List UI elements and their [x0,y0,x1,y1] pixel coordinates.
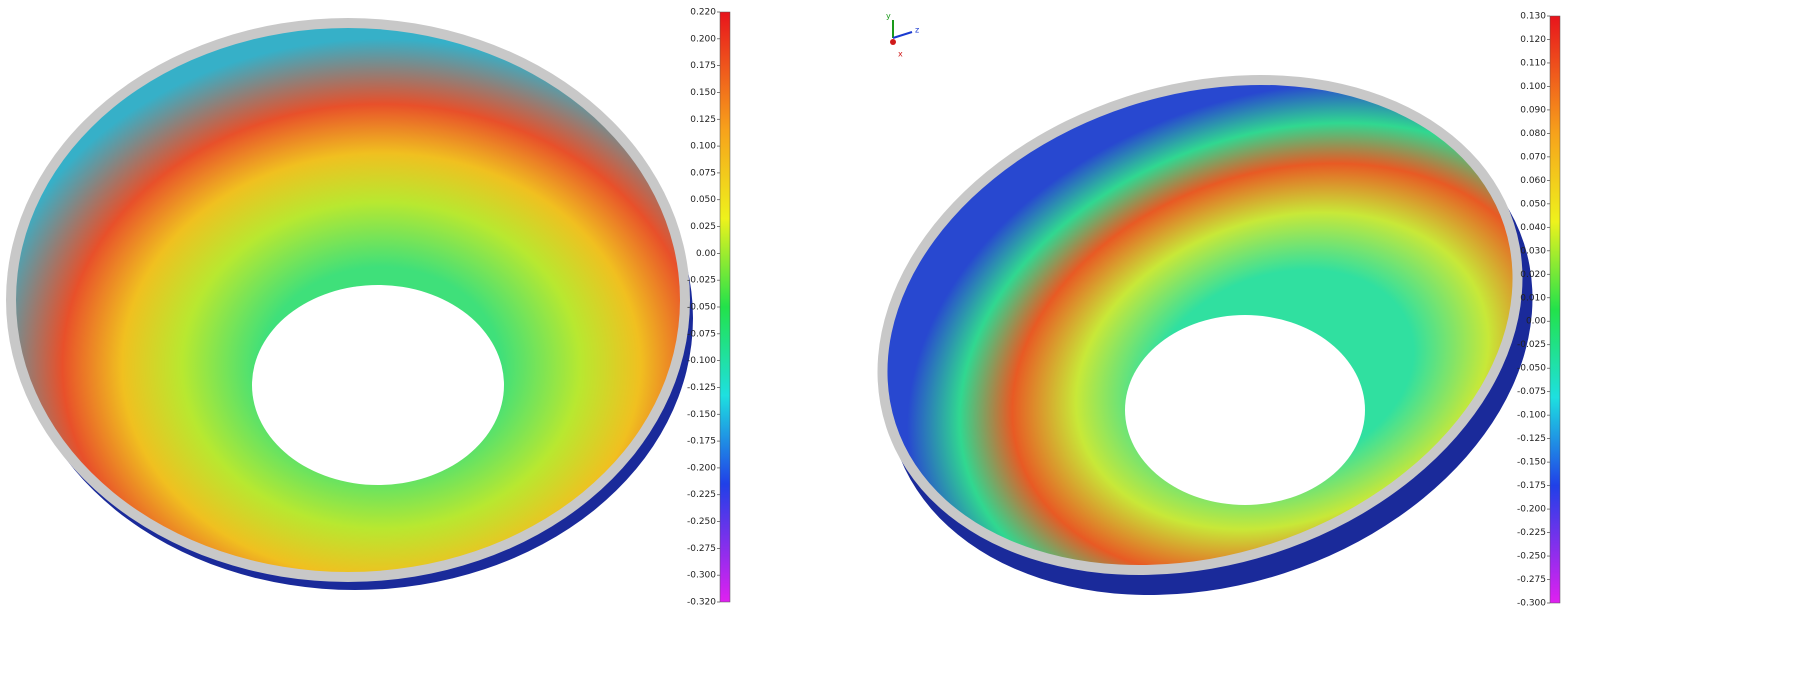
scale-label: -0.100 [1517,411,1546,421]
axis-z [893,32,912,38]
scale-label: -0.175 [1517,481,1546,491]
scale-label: -0.150 [687,410,716,420]
scale-label: -0.225 [687,490,716,500]
scale-label: -0.175 [687,437,716,447]
scale-label: -0.250 [1517,552,1546,562]
scale-label: -0.250 [687,517,716,527]
scale-label: 0.220 [690,8,716,18]
scale-label: -0.050 [687,303,716,313]
scale-label: -0.300 [1517,599,1546,609]
scale-label: -0.025 [1517,340,1546,350]
scale-label: 0.125 [690,115,716,125]
scale-label: -0.075 [1517,387,1546,397]
scale-label: -0.050 [1517,364,1546,374]
scale-label: -0.150 [1517,458,1546,468]
scale-label: 0.090 [1520,105,1546,115]
scale-label: -0.200 [1517,505,1546,515]
scale-label: 0.175 [690,61,716,71]
scale-label: 0.030 [1520,246,1546,256]
scale-label: 0.00 [696,249,716,259]
scale-label: 0.050 [690,195,716,205]
scale-label: 0.080 [1520,129,1546,139]
axis-label: x [898,50,903,59]
color-scale-bar [720,12,730,602]
scale-label: 0.150 [690,88,716,98]
scale-label: -0.320 [687,598,716,608]
scale-label: -0.275 [1517,575,1546,585]
scale-label: -0.200 [687,463,716,473]
bowl-hole [252,285,504,485]
scale-label: 0.110 [1520,58,1546,68]
scale-label: 0.070 [1520,152,1546,162]
scale-label: 0.00 [1526,317,1546,327]
scale-label: -0.125 [1517,434,1546,444]
scale-label: -0.100 [687,356,716,366]
scale-label: -0.225 [1517,528,1546,538]
screenshot: y z x 0.220 0.200 0.175 0.150 0.125 0.100 0.07… [0,0,1795,695]
scale-label: 0.130 [1520,12,1546,22]
axis-x [890,39,896,45]
scale-label: -0.300 [687,571,716,581]
scale-label: 0.200 [690,34,716,44]
scale-label: 0.075 [690,168,716,178]
scale-label: 0.040 [1520,223,1546,233]
axis-label: z [915,26,919,35]
scale-label: 0.120 [1520,35,1546,45]
scale-label: -0.025 [687,276,716,286]
color-scale-bar [1550,16,1560,603]
scale-label: 0.025 [690,222,716,232]
scale-label: 0.100 [690,142,716,152]
axis-label: y [886,12,891,21]
scale-label: 0.050 [1520,199,1546,209]
scale-label: -0.275 [687,544,716,554]
scale-label: 0.010 [1520,293,1546,303]
scale-label: -0.125 [687,383,716,393]
scale-label: 0.100 [1520,82,1546,92]
scale-label: 0.020 [1520,270,1546,280]
bowl-hole [1125,315,1365,505]
scale-label: -0.075 [687,329,716,339]
scale-label: 0.060 [1520,176,1546,186]
